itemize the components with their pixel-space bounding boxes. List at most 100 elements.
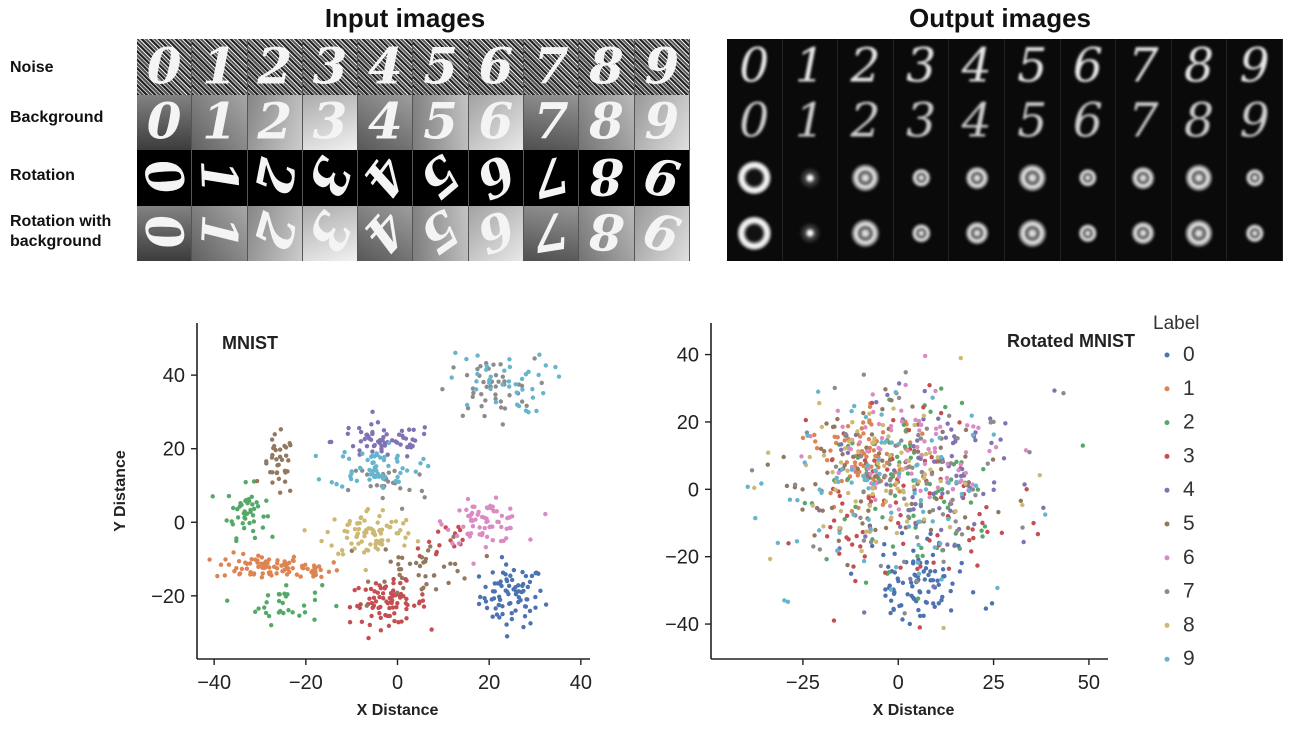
scatter-point-label-4 <box>945 542 950 547</box>
digit-glyph: 8 <box>587 205 626 262</box>
scatter-point-label-4 <box>932 459 937 464</box>
scatter-point-label-4 <box>948 508 953 513</box>
scatter-point-label-3 <box>398 591 404 597</box>
scatter-point-label-5 <box>938 466 944 472</box>
scatter-point-label-8 <box>352 527 358 532</box>
scatter-point-label-8 <box>904 519 910 524</box>
scatter-point-label-5 <box>851 454 856 460</box>
scatter-point-label-8 <box>402 543 407 548</box>
scatter-point-label-7 <box>398 486 403 491</box>
scatter-point-label-4 <box>915 438 920 443</box>
scatter-point-label-3 <box>391 580 396 586</box>
scatter-point-label-6 <box>543 511 548 517</box>
scatter-point-label-1 <box>828 490 833 496</box>
legend-marker <box>1164 420 1170 426</box>
scatter-point-label-9 <box>866 486 871 491</box>
scatter-point-label-9 <box>893 564 899 570</box>
scatter-point-label-1 <box>326 569 332 575</box>
scatter-point-label-8 <box>319 538 324 544</box>
scatter-point-label-2 <box>286 607 291 613</box>
scatter-point-label-0 <box>905 592 910 597</box>
scatter-point-label-8 <box>912 422 917 428</box>
scatter-point-label-8 <box>891 406 896 411</box>
scatter-point-label-9 <box>912 491 917 496</box>
scatter-point-label-3 <box>984 504 989 510</box>
scatter-point-label-9 <box>877 471 882 477</box>
scatter-point-label-1 <box>303 562 308 568</box>
scatter-point-label-5 <box>274 457 279 462</box>
scatter-point-label-9 <box>483 367 489 372</box>
scatter-point-label-8 <box>352 546 357 551</box>
scatter-point-label-9 <box>488 374 493 379</box>
scatter-point-label-6 <box>863 425 868 430</box>
legend-label: 0 <box>1183 343 1195 366</box>
scatter-point-label-9 <box>785 599 791 604</box>
scatter-point-label-7 <box>392 468 397 474</box>
scatter-point-label-8 <box>845 468 850 473</box>
scatter-point-label-1 <box>237 572 242 577</box>
scatter-point-label-9 <box>937 435 942 440</box>
scatter-point-label-2 <box>243 516 248 521</box>
row-label-background: Background <box>10 109 104 126</box>
scatter-point-label-4 <box>988 416 993 421</box>
scatter-point-label-9 <box>896 441 902 447</box>
scatter-point-label-9 <box>959 491 964 497</box>
scatter-point-label-3 <box>377 594 382 600</box>
scatter-point-label-9 <box>354 478 360 483</box>
scatter-point-label-5 <box>423 574 428 579</box>
scatter-point-label-3 <box>917 625 923 630</box>
x-tick-label: −25 <box>786 672 820 694</box>
blur-ring <box>1244 168 1265 188</box>
scatter-point-label-8 <box>329 543 334 548</box>
scatter-point-label-1 <box>331 560 336 565</box>
scatter-point-label-3 <box>896 520 901 526</box>
scatter-point-label-3 <box>844 513 850 518</box>
scatter-point-label-3 <box>869 400 875 406</box>
scatter-point-label-6 <box>445 527 451 532</box>
scatter-point-label-1 <box>860 420 866 425</box>
legend-label: 1 <box>1183 377 1195 400</box>
scatter-point-label-0 <box>916 607 921 613</box>
image-tile: 4 <box>358 150 414 206</box>
scatter-point-label-3 <box>375 590 380 595</box>
scatter-point-label-2 <box>297 613 302 618</box>
scatter-point-label-5 <box>889 398 894 403</box>
scatter-point-label-4 <box>364 432 370 437</box>
scatter-point-label-3 <box>831 518 837 523</box>
scatter-point-label-6 <box>471 561 476 566</box>
legend-marker <box>1164 656 1170 662</box>
scatter-point-label-2 <box>270 534 275 540</box>
scatter-point-label-5 <box>909 501 914 507</box>
scatter-point-label-9 <box>316 477 322 482</box>
scatter-point-label-9 <box>819 490 824 495</box>
scatter-point-label-7 <box>524 403 529 409</box>
scatter-point-label-9 <box>386 463 391 469</box>
scatter-point-label-4 <box>410 437 415 442</box>
scatter-point-label-9 <box>861 558 867 564</box>
scatter-point-label-6 <box>464 507 469 513</box>
scatter-point-label-1 <box>845 424 851 429</box>
x-axis-label: X Distance <box>357 702 439 719</box>
scatter-point-label-9 <box>967 488 972 494</box>
scatter-point-label-5 <box>274 470 280 475</box>
scatter-point-label-2 <box>908 455 914 461</box>
scatter-point-label-9 <box>475 353 480 358</box>
scatter-point-label-3 <box>415 546 421 551</box>
scatter-point-label-2 <box>939 386 944 391</box>
scatter-point-label-5 <box>424 581 429 587</box>
scatter-point-label-5 <box>272 432 277 437</box>
scatter-point-label-3 <box>359 619 365 625</box>
scatter-point-label-2 <box>268 622 274 628</box>
image-tile: 8 <box>1171 39 1228 95</box>
scatter-point-label-5 <box>820 508 825 513</box>
input-images-title: Input images <box>324 3 486 33</box>
scatter-point-label-0 <box>888 610 893 616</box>
scatter-point-label-9 <box>502 368 507 373</box>
scatter-point-label-5 <box>365 579 371 584</box>
scatter-point-label-8 <box>958 355 963 361</box>
scatter-point-label-7 <box>496 379 501 384</box>
scatter-point-label-1 <box>800 435 806 441</box>
scatter-point-label-2 <box>252 535 258 541</box>
scatter-point-label-5 <box>271 445 276 451</box>
